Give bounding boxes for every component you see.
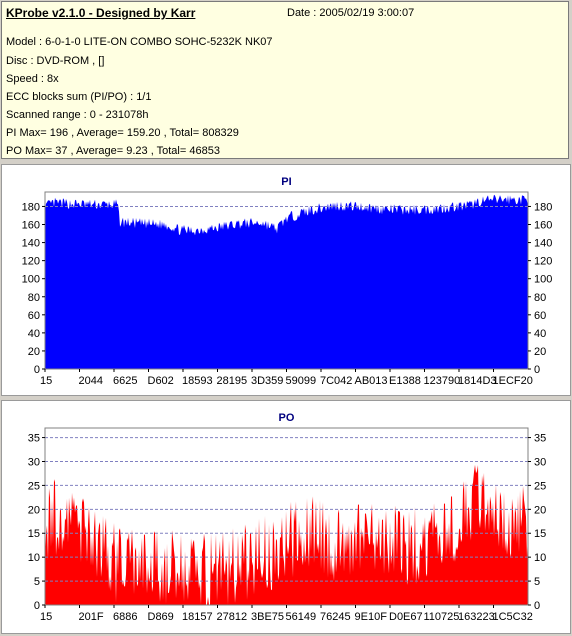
pi-ytick-label-right: 140 — [534, 238, 552, 250]
pi-xtick-label: D602 — [148, 375, 174, 387]
po-ytick-label-right: 5 — [534, 576, 540, 588]
pi-ytick-label-left: 40 — [28, 328, 40, 340]
app-title: KProbe v2.1.0 - Designed by Karr — [6, 6, 196, 20]
po-xtick-label: 6886 — [113, 611, 137, 623]
pi-xtick-label: E1388 — [389, 375, 421, 387]
pi-xtick-label: 123790 — [424, 375, 461, 387]
po-xtick-label: D869 — [148, 611, 174, 623]
po-chart-panel: PO 0 0 5 5 10 10 15 15 20 20 25 25 30 30 35 35 15 201F 6886… — [1, 400, 571, 634]
po-xtick-label: 27812 — [217, 611, 248, 623]
pi-xtick-label: 59099 — [286, 375, 317, 387]
pi-ytick-label-left: 100 — [22, 274, 40, 286]
pi-ytick-label-right: 100 — [534, 274, 552, 286]
po-series-area — [45, 464, 528, 605]
po-xtick-label: 110725 — [424, 611, 460, 623]
po-ytick-label-right: 15 — [534, 528, 546, 540]
pi-chart-title: PI — [281, 176, 291, 188]
speed-line: Speed : 8x — [6, 73, 59, 85]
pi-ytick-label-right: 60 — [534, 310, 546, 322]
pi-xtick-label: 28195 — [217, 375, 248, 387]
po-xtick-label: 201F — [79, 611, 104, 623]
pi-xtick-label: 18593 — [182, 375, 213, 387]
pi-ytick-label-left: 60 — [28, 310, 40, 322]
po-xtick-label: 15 — [40, 611, 52, 623]
pi-xtick-label: 1814D3 — [458, 375, 497, 387]
pi-chart-panel: PI 0 0 20 20 40 40 60 60 80 80 100 100 120 120 140 140 16… — [1, 164, 571, 396]
po-xtick-label: D0E67 — [389, 611, 423, 623]
pi-ytick-label-left: 140 — [22, 238, 40, 250]
pi-xtick-label: AB013 — [355, 375, 388, 387]
pi-ytick-label-left: 80 — [28, 292, 40, 304]
po-ytick-label-left: 0 — [34, 600, 40, 612]
po-ytick-label-left: 30 — [28, 456, 40, 468]
pi-ytick-label-left: 120 — [22, 256, 40, 268]
po-ytick-label-left: 25 — [28, 480, 40, 492]
model-line: Model : 6-0-1-0 LITE-ON COMBO SOHC-5232K… — [6, 36, 273, 48]
po-ytick-label-left: 10 — [28, 552, 40, 564]
pi-ytick-label-left: 180 — [22, 201, 40, 213]
po-xtick-label: 9E10F — [355, 611, 388, 623]
po-ytick-label-right: 30 — [534, 456, 546, 468]
po-xtick-label: 3BE75 — [251, 611, 284, 623]
po-ytick-label-right: 20 — [534, 504, 546, 516]
po-chart: PO 0 0 5 5 10 10 15 15 20 20 25 25 30 30 35 35 15 201F 6886… — [28, 412, 547, 623]
scan-date: Date : 2005/02/19 3:00:07 — [287, 7, 415, 19]
po-ytick-label-left: 20 — [28, 504, 40, 516]
pi-ytick-label-right: 80 — [534, 292, 546, 304]
pi-ytick-label-right: 180 — [534, 201, 552, 213]
pi-ytick-label-right: 160 — [534, 220, 552, 232]
pi-xtick-label: 2044 — [79, 375, 103, 387]
pi-ytick-label-right: 20 — [534, 346, 546, 358]
pi-series-area — [45, 194, 528, 369]
pi-summary-line: PI Max= 196 , Average= 159.20 , Total= 8… — [6, 127, 239, 139]
pi-ytick-label-left: 20 — [28, 346, 40, 358]
pi-ytick-label-left: 160 — [22, 220, 40, 232]
po-xtick-label: 18157 — [182, 611, 213, 623]
ecc-line: ECC blocks sum (PI/PO) : 1/1 — [6, 91, 152, 103]
pi-ytick-label-right: 40 — [534, 328, 546, 340]
po-ytick-label-right: 35 — [534, 433, 546, 445]
po-chart-title: PO — [279, 412, 295, 424]
po-ytick-label-left: 15 — [28, 528, 40, 540]
pi-xtick-label: 3D359 — [251, 375, 283, 387]
pi-ytick-label-right: 120 — [534, 256, 552, 268]
pi-chart: PI 0 0 20 20 40 40 60 60 80 80 100 100 120 120 140 140 16… — [22, 176, 553, 387]
info-panel: KProbe v2.1.0 - Designed by Karr Date : … — [1, 1, 569, 159]
po-ytick-label-left: 5 — [34, 576, 40, 588]
range-line: Scanned range : 0 - 231078h — [6, 109, 149, 121]
pi-ytick-label-left: 0 — [34, 364, 40, 376]
po-ytick-label-left: 35 — [28, 433, 40, 445]
pi-xtick-label: 15 — [40, 375, 52, 387]
po-xtick-label: 1C5C32 — [493, 611, 533, 623]
disc-line: Disc : DVD-ROM , [] — [6, 55, 105, 67]
pi-xtick-label: 1ECF20 — [493, 375, 533, 387]
po-xtick-label: 163223 — [458, 611, 495, 623]
po-xtick-label: 76245 — [320, 611, 351, 623]
po-ytick-label-right: 10 — [534, 552, 546, 564]
po-ytick-label-right: 0 — [534, 600, 540, 612]
po-ytick-label-right: 25 — [534, 480, 546, 492]
po-summary-line: PO Max= 37 , Average= 9.23 , Total= 4685… — [6, 145, 220, 157]
pi-xtick-label: 7C042 — [320, 375, 352, 387]
pi-ytick-label-right: 0 — [534, 364, 540, 376]
pi-xtick-label: 6625 — [113, 375, 137, 387]
po-xtick-label: 56149 — [286, 611, 317, 623]
